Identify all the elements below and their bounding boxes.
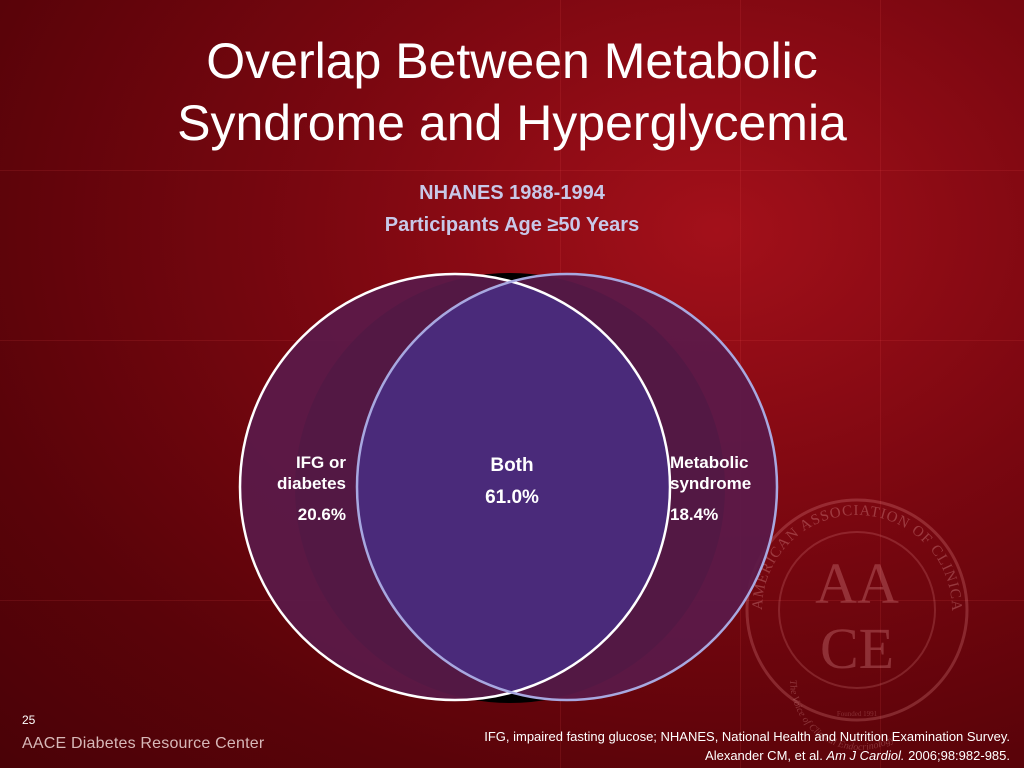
venn-left-label-line2: diabetes bbox=[277, 474, 346, 493]
venn-center-label: Both bbox=[490, 455, 534, 476]
slide-number: 25 bbox=[22, 713, 36, 727]
seal-monogram-top: AA bbox=[815, 551, 899, 616]
venn-right-label-line1: Metabolic bbox=[670, 453, 749, 472]
footnote-citation-details: 2006;98:982-985. bbox=[904, 748, 1010, 763]
venn-right-label: Metabolic syndrome bbox=[670, 452, 790, 494]
venn-center-value: 61.0% bbox=[485, 487, 539, 508]
seal-founded-text: Founded 1991 bbox=[837, 710, 878, 718]
slide-title: Overlap Between Metabolic Syndrome and H… bbox=[0, 30, 1024, 154]
venn-left-outline bbox=[238, 272, 672, 702]
seal-monogram-bottom: CE bbox=[820, 616, 894, 681]
venn-right-label-line2: syndrome bbox=[670, 474, 752, 493]
background-grid-line bbox=[880, 0, 881, 768]
subtitle-line1: NHANES 1988-1994 bbox=[419, 182, 605, 204]
background-grid-line bbox=[0, 170, 1024, 171]
footnote: IFG, impaired fasting glucose; NHANES, N… bbox=[484, 727, 1010, 765]
footnote-citation-authors: Alexander CM, et al. bbox=[705, 748, 827, 763]
venn-left-value: 20.6% bbox=[297, 505, 346, 524]
slide-title-line1: Overlap Between Metabolic bbox=[206, 33, 818, 89]
venn-left-label: IFG or diabetes bbox=[238, 452, 346, 494]
subtitle-line2: Participants Age ≥50 Years bbox=[384, 214, 640, 236]
venn-right-value: 18.4% bbox=[670, 505, 719, 524]
footer-organization: AACE Diabetes Resource Center bbox=[22, 735, 265, 752]
venn-left-label-line1: IFG or bbox=[295, 453, 346, 472]
footnote-line1: IFG, impaired fasting glucose; NHANES, N… bbox=[484, 729, 1010, 744]
venn-overlap-fill bbox=[357, 274, 670, 700]
footnote-line2: Alexander CM, et al. Am J Cardiol. 2006;… bbox=[484, 746, 1010, 765]
footnote-citation-journal: Am J Cardiol. bbox=[826, 748, 905, 763]
venn-overlap-region bbox=[357, 274, 670, 700]
slide-title-line2: Syndrome and Hyperglycemia bbox=[177, 95, 847, 151]
venn-right-outline bbox=[355, 272, 779, 702]
